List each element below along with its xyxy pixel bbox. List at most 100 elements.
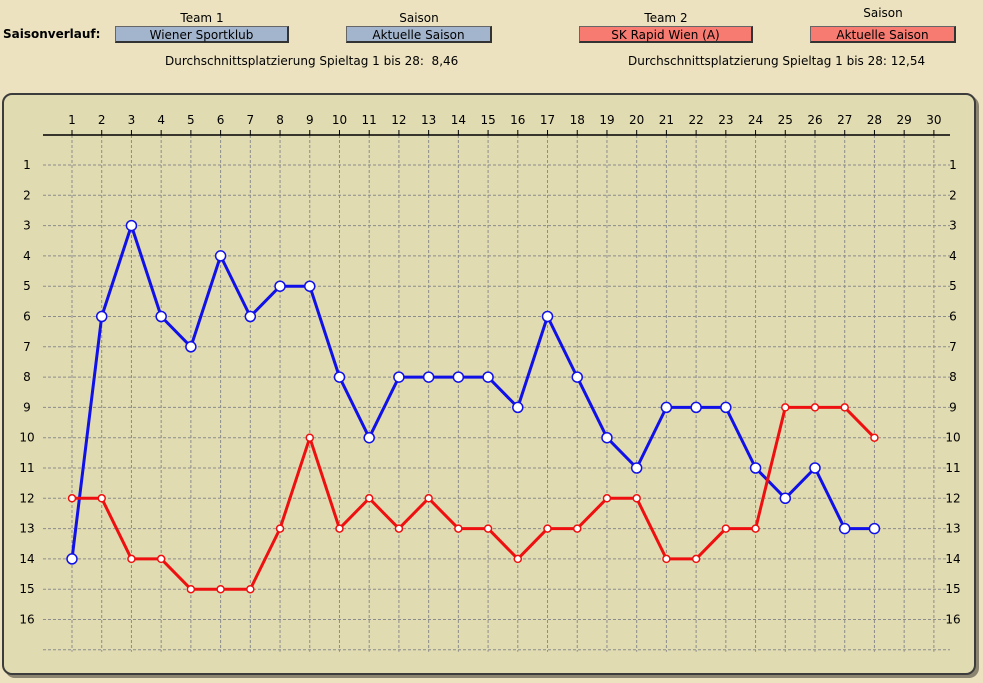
x-tick-label: 1: [68, 113, 76, 127]
data-point-series-1: [214, 250, 227, 262]
data-point-series-1: [66, 553, 78, 565]
data-point-series-1: [512, 401, 524, 414]
team2-selector[interactable]: SK Rapid Wien (A): [579, 26, 753, 43]
team2-label: Team 2: [644, 11, 688, 25]
season2-selector[interactable]: Aktuelle Saison: [810, 26, 956, 43]
data-point-series-2: [305, 433, 315, 442]
x-tick-label: 13: [421, 113, 436, 127]
x-tick-label: 9: [306, 113, 314, 127]
y-tick-label-right: 10: [945, 431, 960, 445]
data-point-series-2: [840, 403, 849, 412]
x-tick-label: 7: [246, 113, 254, 127]
data-point-series-2: [216, 584, 225, 594]
y-tick-label-left: 14: [19, 552, 34, 566]
x-tick-label: 17: [540, 113, 555, 127]
y-tick-label-right: 9: [949, 400, 957, 414]
season2-label: Saison: [863, 6, 903, 20]
y-tick-label-right: 13: [945, 522, 960, 536]
season1-selector[interactable]: Aktuelle Saison: [346, 26, 492, 43]
data-point-series-1: [155, 310, 167, 323]
data-point-series-2: [424, 494, 433, 503]
data-point-series-1: [868, 522, 881, 535]
y-tick-label-left: 9: [23, 400, 31, 414]
x-tick-label: 19: [599, 113, 614, 127]
data-point-series-2: [483, 524, 493, 533]
y-tick-label-left: 15: [19, 582, 34, 596]
data-point-series-2: [127, 554, 136, 564]
y-tick-label-left: 10: [19, 431, 34, 445]
data-point-series-2: [870, 433, 879, 442]
x-tick-label: 11: [362, 113, 377, 127]
data-point-series-1: [779, 492, 792, 505]
data-point-series-1: [660, 401, 673, 414]
data-point-series-2: [691, 554, 701, 564]
y-tick-label-left: 3: [23, 219, 31, 233]
x-tick-label: 23: [718, 113, 733, 127]
data-point-series-2: [335, 524, 344, 533]
x-tick-label: 16: [510, 113, 525, 127]
y-tick-label-left: 6: [23, 310, 31, 324]
y-tick-label-left: 11: [19, 461, 34, 475]
data-point-series-2: [572, 524, 582, 533]
x-tick-label: 20: [629, 113, 644, 127]
data-point-series-2: [543, 524, 552, 533]
y-tick-label-right: 4: [949, 249, 957, 263]
chart-panel: [2, 93, 976, 675]
team2-average-placement: Durchschnittsplatzierung Spieltag 1 bis …: [628, 54, 926, 68]
x-tick-label: 2: [98, 113, 106, 127]
data-point-series-1: [838, 522, 851, 535]
y-tick-label-right: 7: [949, 340, 957, 354]
x-tick-label: 10: [332, 113, 347, 127]
x-tick-label: 5: [187, 113, 195, 127]
data-point-series-2: [454, 524, 463, 533]
y-tick-label-left: 12: [19, 491, 34, 505]
data-point-series-2: [246, 584, 255, 594]
data-point-series-2: [67, 494, 77, 503]
x-tick-label: 28: [867, 113, 882, 127]
y-tick-label-left: 1: [23, 158, 31, 172]
data-point-series-1: [363, 431, 375, 444]
x-tick-label: 24: [748, 113, 763, 127]
y-tick-label-right: 1: [949, 158, 957, 172]
data-point-series-2: [275, 524, 285, 533]
data-point-series-1: [749, 462, 762, 474]
data-point-series-2: [810, 403, 820, 412]
x-tick-label: 26: [807, 113, 822, 127]
data-point-series-2: [632, 494, 641, 503]
y-tick-label-left: 8: [23, 370, 31, 384]
data-point-series-1: [125, 219, 138, 232]
data-point-series-1: [95, 310, 108, 323]
data-point-series-1: [274, 280, 286, 292]
series-line-1: [70, 224, 875, 560]
data-point-series-1: [541, 310, 554, 323]
team1-selector[interactable]: Wiener Sportklub: [115, 26, 289, 43]
y-tick-label-left: 2: [23, 188, 31, 202]
data-point-series-1: [571, 371, 583, 383]
series-line-2: [72, 405, 876, 591]
data-point-series-2: [781, 403, 790, 412]
y-tick-label-right: 14: [945, 552, 960, 566]
y-tick-label-right: 11: [945, 461, 960, 475]
x-tick-label: 3: [128, 113, 136, 127]
data-point-series-1: [393, 371, 405, 383]
data-point-series-2: [394, 524, 404, 533]
data-point-series-1: [452, 371, 465, 383]
x-tick-label: 22: [688, 113, 703, 127]
data-point-series-2: [721, 524, 731, 533]
y-tick-label-left: 16: [19, 613, 34, 627]
data-point-series-1: [690, 401, 702, 414]
data-point-series-2: [751, 524, 760, 533]
data-point-series-2: [186, 584, 196, 594]
x-tick-label: 8: [276, 113, 284, 127]
data-point-series-2: [513, 554, 523, 564]
x-tick-label: 21: [659, 113, 674, 127]
team1-average-placement: Durchschnittsplatzierung Spieltag 1 bis …: [165, 54, 459, 68]
data-point-series-2: [662, 554, 671, 564]
y-tick-label-right: 15: [945, 582, 960, 596]
x-tick-label: 29: [897, 113, 912, 127]
y-tick-label-left: 5: [23, 279, 31, 293]
y-tick-label-right: 16: [945, 613, 960, 627]
data-point-series-2: [364, 494, 374, 503]
data-point-series-1: [720, 401, 732, 414]
data-point-series-1: [630, 462, 643, 474]
